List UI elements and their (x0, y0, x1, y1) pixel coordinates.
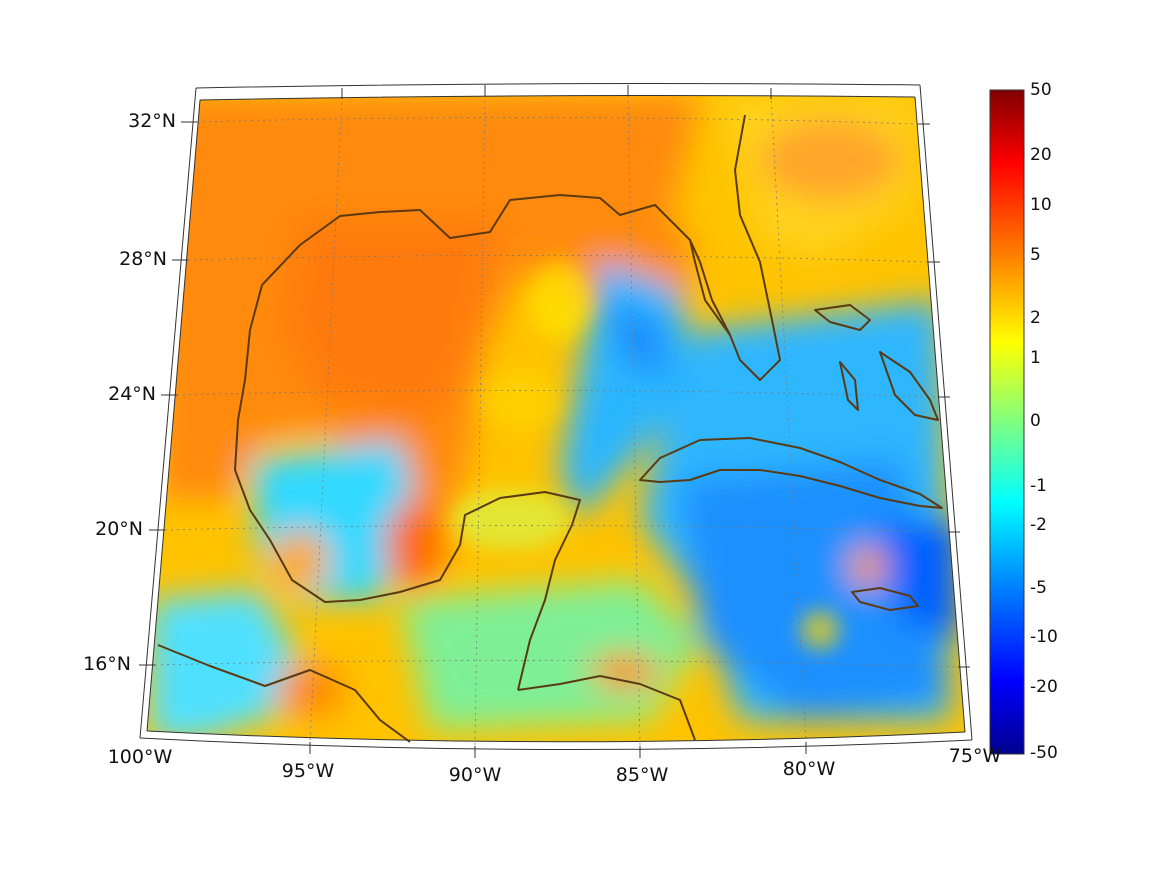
colorbar-tick-10: 10 (1030, 195, 1052, 215)
colorbar-tick-5: 5 (1030, 245, 1041, 265)
colorbar-tick-neg10: -10 (1030, 627, 1058, 647)
coastlines (157, 114, 943, 743)
lat-label-16n: 16°N (83, 653, 131, 675)
lat-label-28n: 28°N (119, 248, 167, 270)
lon-label-75w: 75°W (948, 745, 1002, 767)
colorbar (989, 89, 1025, 755)
colorbar-tick-neg1: -1 (1030, 476, 1047, 496)
lat-label-24n: 24°N (108, 383, 156, 405)
colorbar-tick-50: 50 (1030, 80, 1052, 100)
frame-ticks (139, 85, 970, 758)
colorbar-tick-neg20: -20 (1030, 677, 1058, 697)
colorbar-tick-20: 20 (1030, 145, 1052, 165)
lon-label-90w: 90°W (448, 764, 502, 786)
lon-label-85w: 85°W (615, 764, 669, 786)
lat-label-20n: 20°N (95, 518, 143, 540)
lon-label-80w: 80°W (782, 758, 836, 780)
colorbar-tick-neg5: -5 (1030, 578, 1047, 598)
colorbar-tick-neg2: -2 (1030, 515, 1047, 535)
graticule (154, 94, 959, 747)
colorbar-tick-2: 2 (1030, 308, 1041, 328)
colorbar-tick-0: 0 (1030, 411, 1041, 431)
data-field (147, 95, 965, 742)
colorbar-tick-neg50: -50 (1030, 743, 1058, 763)
map-frame (139, 83, 973, 751)
lon-label-100w: 100°W (107, 746, 173, 768)
colorbar-tick-1: 1 (1030, 348, 1041, 368)
lon-label-95w: 95°W (281, 760, 335, 782)
lat-label-32n: 32°N (128, 110, 176, 132)
